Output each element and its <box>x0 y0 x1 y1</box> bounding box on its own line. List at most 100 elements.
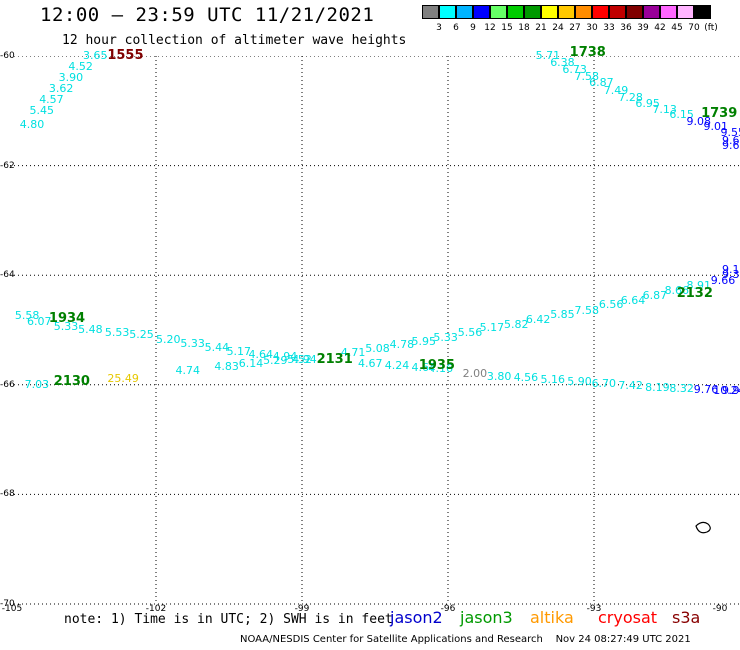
wave-height-value: 4.80 <box>19 117 45 131</box>
wave-height-value: 5.53 <box>104 325 130 339</box>
wave-height-value: 3.80 <box>486 369 512 383</box>
wave-height-value: 4.67 <box>411 361 437 375</box>
color-swatch <box>694 5 711 19</box>
wave-height-value: 5.52 <box>287 353 312 367</box>
color-scale-label: 70 <box>688 23 700 33</box>
wave-height-value: 4.24 <box>384 358 410 372</box>
latitude-tick-label: -70 <box>0 599 15 609</box>
footer-credit: NOAA/NESDIS Center for Satellite Applica… <box>240 634 691 645</box>
wave-height-value: 3.62 <box>48 81 74 95</box>
wave-height-value: 5.08 <box>365 342 390 356</box>
wave-height-value: 3.65 <box>83 49 108 62</box>
wave-height-value: 10.24 <box>713 384 740 398</box>
color-swatch <box>626 5 643 19</box>
wave-height-value: 4.57 <box>39 92 64 106</box>
pass-time-label: 2130 <box>53 374 90 390</box>
wave-height-value: 8.19 <box>645 381 670 395</box>
wave-height-value: 9.66 <box>710 273 736 287</box>
color-scale-label: 45 <box>671 23 683 33</box>
wave-height-value: 9.68 <box>722 133 740 147</box>
wave-height-value: 3.90 <box>58 70 84 84</box>
wave-height-value: 5.45 <box>29 103 54 117</box>
latitude-tick-label: -64 <box>0 270 15 281</box>
wave-height-value: 5.85 <box>550 307 575 321</box>
color-swatch <box>643 5 660 19</box>
wave-height-value: 9.55 <box>720 125 740 139</box>
wave-height-value: 7.49 <box>603 83 629 97</box>
wave-height-value: 5.90 <box>567 375 592 389</box>
wave-height-value: 4.56 <box>513 371 539 385</box>
wave-height-value: 7.13 <box>652 102 677 116</box>
wave-height-value: 4.52 <box>68 59 93 73</box>
timestamp-text: Nov 24 08:27:49 UTC 2021 <box>555 634 691 645</box>
wave-height-value: 7.58 <box>574 303 600 317</box>
wave-height-value: 5.71 <box>535 49 561 62</box>
color-scale-label: 21 <box>535 23 547 33</box>
color-swatch <box>439 5 456 19</box>
color-scale-label: 3 <box>436 23 442 33</box>
wave-height-value: 9.76 <box>693 383 719 397</box>
wave-height-value: 25.49 <box>107 372 139 386</box>
color-scale-label: 42 <box>654 23 666 33</box>
color-swatch <box>490 5 507 19</box>
wave-height-value: 2.00 <box>462 366 488 380</box>
credit-text: NOAA/NESDIS Center for Satellite Applica… <box>240 634 543 645</box>
pass-time-label: 2131 <box>316 352 353 368</box>
color-scale-label: 18 <box>518 23 530 33</box>
wave-height-value: 4.83 <box>214 359 239 373</box>
wave-height-value: 4.78 <box>389 338 415 352</box>
color-scale-label: 30 <box>586 23 598 33</box>
longitude-tick-label: -96 <box>440 604 456 614</box>
legend-item-s3a: s3a <box>672 608 701 627</box>
wave-height-value: 7.42 <box>618 378 643 392</box>
color-scale-label: 27 <box>569 23 581 33</box>
pass-time-label: 1934 <box>48 311 86 327</box>
wave-height-value: 6.14 <box>238 356 264 370</box>
wave-height-value: 5.33 <box>433 331 458 345</box>
wave-height-value: 4.94 <box>272 350 298 364</box>
wave-height-value: 5.20 <box>156 332 181 346</box>
wave-height-value: 5.56 <box>457 325 483 339</box>
wave-height-value: 5.17 <box>226 344 252 358</box>
wave-height-value: 9.6 <box>722 139 740 153</box>
color-swatch <box>558 5 575 19</box>
pass-time-label: 1739 <box>701 105 738 121</box>
color-swatch <box>456 5 473 19</box>
latitude-tick-label: -60 <box>0 51 15 61</box>
wave-height-value: 5.33 <box>180 336 205 350</box>
color-scale-label: 36 <box>620 23 632 33</box>
wave-height-value: 8.66 <box>664 283 690 297</box>
wave-height-value: 6.95 <box>635 97 660 111</box>
color-scale-label: 6 <box>453 23 459 33</box>
color-scale-label: 39 <box>637 23 649 33</box>
wave-height-value: 7.58 <box>574 69 600 83</box>
wave-height-value: 5.33 <box>53 320 79 334</box>
latitude-tick-label: -66 <box>0 379 15 390</box>
wave-height-value: 6.87 <box>642 289 668 303</box>
color-swatch <box>677 5 694 19</box>
color-swatch <box>575 5 592 19</box>
legend-item-jason3: jason3 <box>460 608 513 627</box>
units-note: note: 1) Time is in UTC; 2) SWH is in fe… <box>64 612 393 627</box>
wave-height-value: 4.67 <box>357 356 383 370</box>
longitude-tick-label: -90 <box>712 604 728 614</box>
wave-height-value: 6.70 <box>591 376 617 390</box>
legend-item-altika: altika <box>530 608 574 627</box>
color-scale-label: 9 <box>470 23 476 33</box>
wave-height-value: 5.29 <box>263 354 288 368</box>
color-swatch <box>524 5 541 19</box>
wave-height-value: 5.58 <box>14 309 40 323</box>
color-scale-label: 33 <box>603 23 615 33</box>
legend-item-jason2: jason2 <box>390 608 443 627</box>
pass-time-label: 1935 <box>418 357 455 373</box>
wave-height-value: 5.95 <box>411 335 437 349</box>
wave-height-value: 6.07 <box>27 314 52 328</box>
page-subtitle: 12 hour collection of altimeter wave hei… <box>62 33 407 48</box>
pass-time-label: 1555 <box>107 48 144 63</box>
color-scale-label: 12 <box>484 23 496 33</box>
wave-height-value: 7.28 <box>618 90 643 104</box>
wave-height-value: 4.16 <box>428 362 454 376</box>
color-swatch <box>507 5 524 19</box>
wave-height-value: 5.17 <box>479 321 505 335</box>
color-scale-label: 15 <box>501 23 513 33</box>
